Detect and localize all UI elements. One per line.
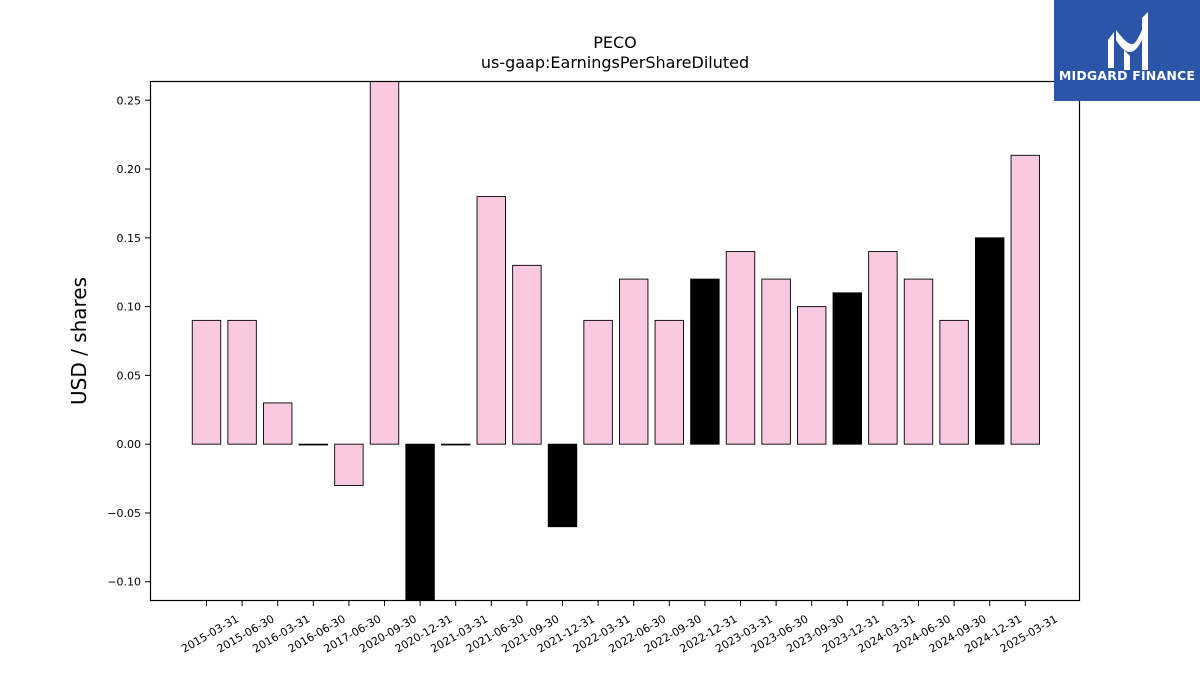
bar-2021-03-31 [441,443,471,446]
y-tick-label: 0.25 [117,94,142,107]
chart-subtitle: us-gaap:EarningsPerShareDiluted [481,53,749,72]
bar-2024-03-31 [868,251,898,445]
y-tick-label: 0.00 [117,438,142,451]
bar-2022-03-31 [583,319,613,445]
y-tick-label: 0.15 [117,232,142,245]
bar-2024-12-31 [975,237,1005,445]
bar-2022-09-30 [654,319,684,445]
bar-2024-09-30 [939,319,969,445]
bar-2023-09-30 [797,306,827,445]
bar-2021-06-30 [476,196,506,445]
bar-2020-09-30 [369,81,400,445]
bar-group [191,81,1040,601]
bar-2015-06-30 [227,319,257,445]
y-tick-label: 0.05 [117,369,142,382]
y-tick-label: −0.05 [107,507,141,520]
bar-2015-03-31 [191,319,222,445]
bar-2021-09-30 [512,264,542,445]
bar-2025-03-31 [1010,154,1040,445]
bar-2017-06-30 [334,443,364,486]
brand-logo: MIDGARD FINANCE [1054,0,1200,101]
y-axis-label: USD / shares [67,277,91,405]
y-axis-ticks: −0.10 −0.05 0.00 0.05 0.10 0.15 0.20 0.25 [107,94,150,589]
y-tick-label: −0.10 [107,576,141,589]
y-tick-label: 0.10 [117,301,142,314]
plot-frame [149,80,1081,602]
logo-text: MIDGARD FINANCE [1058,68,1196,83]
x-axis-ticks: 2015-03-312015-06-302016-03-312016-06-30… [179,601,1060,656]
bar-2021-12-31 [547,443,578,528]
bar-2022-12-31 [690,278,720,445]
bar-2024-06-30 [903,278,934,445]
bar-2016-06-30 [298,443,328,446]
bar-2022-06-30 [619,278,649,445]
chart-title: PECO [593,33,637,52]
y-tick-label: 0.20 [117,163,142,176]
bar-2023-03-31 [725,251,756,445]
midgard-logo-icon [1108,12,1148,70]
bar-2016-03-31 [263,402,293,445]
bar-2023-12-31 [832,292,862,445]
bar-2020-12-31 [405,443,435,601]
bar-2023-06-30 [761,278,791,445]
